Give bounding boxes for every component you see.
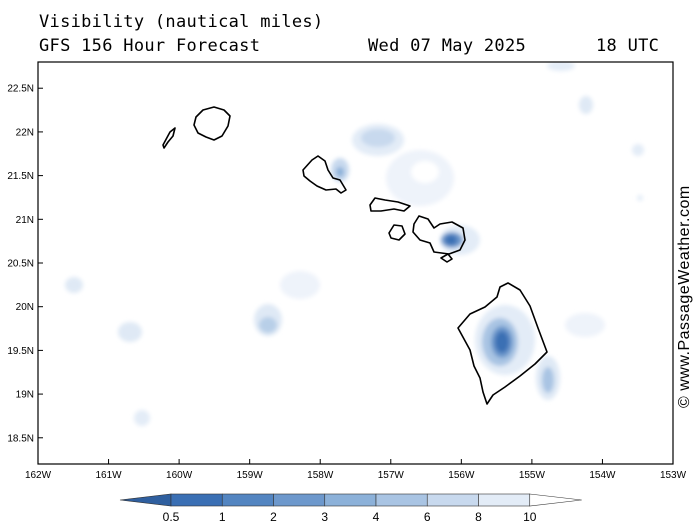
island-lanai xyxy=(388,224,406,241)
island-hawaii xyxy=(457,282,548,405)
lon-tick-label: 162W xyxy=(25,470,52,481)
island-molokai xyxy=(369,197,411,212)
colorbar-segment xyxy=(426,493,479,507)
lat-tick-label: 18.5N xyxy=(7,433,34,444)
colorbar-label: 4 xyxy=(373,510,380,524)
colorbar-label: 1 xyxy=(219,510,226,524)
lat-tick-label: 20.5N xyxy=(7,259,34,270)
lat-tick-label: 20N xyxy=(16,302,34,313)
island-oahu xyxy=(302,155,347,194)
map-title: Visibility (nautical miles) xyxy=(39,12,324,32)
colorbar-segment xyxy=(375,493,428,507)
colorbar-label: 3 xyxy=(321,510,328,524)
colorbar-low-extend xyxy=(119,493,172,507)
colorbar-segment xyxy=(478,493,531,507)
lat-tick-label: 22N xyxy=(16,127,34,138)
forecast-model: GFS 156 Hour Forecast xyxy=(39,36,261,56)
colorbar-label: 0.5 xyxy=(163,510,180,524)
island-maui xyxy=(412,215,466,255)
lat-tick-label: 21N xyxy=(16,215,34,226)
visibility-field xyxy=(65,62,644,426)
island-niihau xyxy=(162,127,176,149)
lon-tick-label: 159W xyxy=(237,470,264,481)
colorbar-label: 8 xyxy=(475,510,482,524)
lat-tick-label: 21.5N xyxy=(7,171,34,182)
colorbar-label: 2 xyxy=(270,510,277,524)
island-kauai xyxy=(193,106,231,141)
longitude-axis: 162W 161W 160W 159W 158W 157W 156W 155W 154W 153W xyxy=(25,459,687,481)
island-kahoolawe xyxy=(440,253,453,263)
forecast-date: Wed 07 May 2025 xyxy=(368,36,527,56)
colorbar-segment xyxy=(324,493,377,507)
colorbar-segment xyxy=(221,493,274,507)
lon-tick-label: 155W xyxy=(519,470,546,481)
lon-tick-label: 158W xyxy=(307,470,334,481)
colorbar-segment xyxy=(170,493,223,507)
lon-tick-label: 154W xyxy=(589,470,616,481)
colorbar-segment xyxy=(273,493,326,507)
latitude-axis: 18.5N 19N 19.5N 20N 20.5N 21N 21.5N 22N 22.5N xyxy=(7,84,43,444)
colorbar-label: 10 xyxy=(523,510,537,524)
map-frame xyxy=(37,61,674,465)
forecast-time: 18 UTC xyxy=(596,36,660,56)
coastlines xyxy=(162,106,548,405)
lat-tick-label: 22.5N xyxy=(7,84,34,95)
colorbar-label: 6 xyxy=(424,510,431,524)
lat-tick-label: 19N xyxy=(16,390,34,401)
credit-watermark: © www.PassageWeather.com xyxy=(676,185,693,408)
lon-tick-label: 161W xyxy=(95,470,122,481)
visibility-colorbar: 0.5 1 2 3 4 6 8 10 xyxy=(119,493,582,524)
lon-tick-label: 160W xyxy=(166,470,193,481)
lat-tick-label: 19.5N xyxy=(7,346,34,357)
lon-tick-label: 153W xyxy=(660,470,687,481)
lon-tick-label: 157W xyxy=(378,470,405,481)
lon-tick-label: 156W xyxy=(448,470,475,481)
colorbar-high-extend xyxy=(529,493,582,507)
